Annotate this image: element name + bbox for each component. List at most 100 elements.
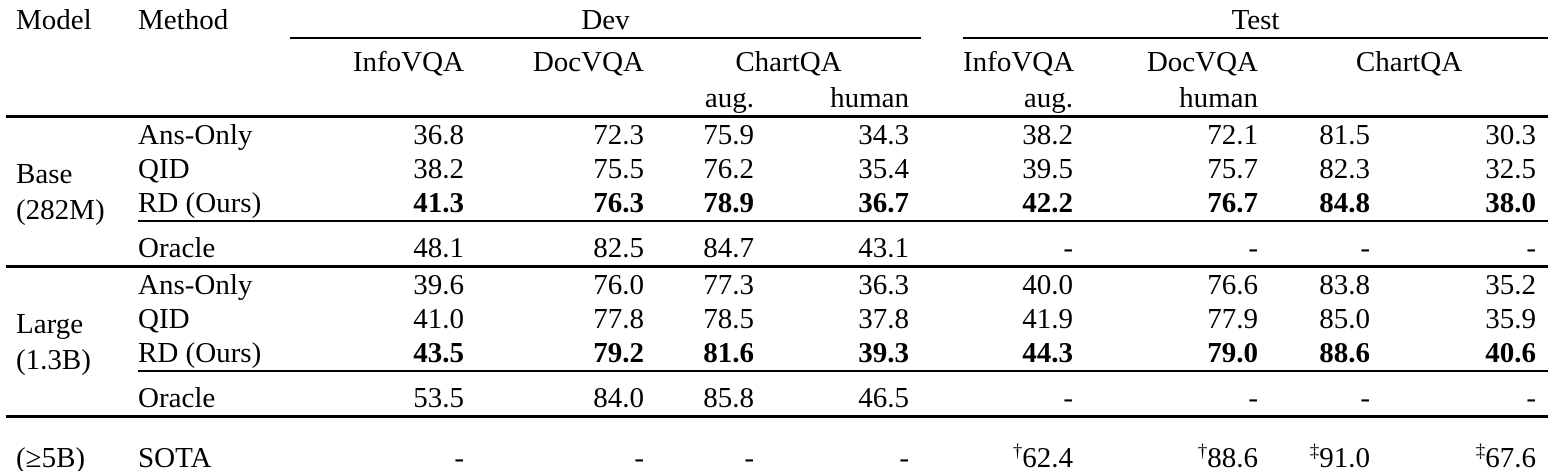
cell-dev-infovqa: 43.5 bbox=[413, 337, 464, 369]
cell-test-chartqa-human: 40.6 bbox=[1485, 337, 1537, 369]
cell-dev-chartqa-human: 37.8 bbox=[858, 303, 910, 335]
header-dev-chartqa: ChartQA bbox=[735, 46, 842, 78]
cell-dev-chartqa-human: 36.3 bbox=[766, 265, 922, 302]
dagger-mark: † bbox=[1197, 441, 1208, 462]
table-row-base-qid: QID 38.2 75.5 76.2 35.4 39.5 75.7 82.3 3… bbox=[6, 152, 1548, 186]
table-row-sota: (≥5B) SOTA - - - - †62.4 †88.6 ‡91.0 ‡67… bbox=[6, 415, 1549, 471]
cell-test-chartqa-human: 38.0 bbox=[1485, 187, 1537, 219]
header-row-datasets: InfoVQA DocVQA ChartQA InfoVQA DocVQA Ch… bbox=[6, 38, 1548, 79]
header-test-chartqa: ChartQA bbox=[1355, 46, 1463, 78]
cell-dev-infovqa: 41.0 bbox=[413, 303, 464, 335]
cell-dev-docvqa: 72.3 bbox=[593, 119, 644, 151]
header-dev-chartqa-human: human bbox=[766, 79, 922, 118]
table-row-large-rd-ours: RD (Ours) 43.5 79.2 81.6 39.3 44.3 79.0 … bbox=[6, 336, 1548, 371]
table-row-large-ansonly: Large (1.3B) Ans-Only 39.6 76.0 77.3 36.… bbox=[6, 265, 1549, 417]
cell-test-chartqa-human: 35.2 bbox=[1382, 265, 1549, 302]
table-row-large-qid: QID 41.0 77.8 78.5 37.8 41.9 77.9 85.0 3… bbox=[6, 302, 1548, 336]
header-test-infovqa: InfoVQA bbox=[963, 46, 1075, 78]
cell-test-docvqa: 76.7 bbox=[1207, 187, 1259, 219]
table-row-large-oracle: Oracle 53.5 84.0 85.8 46.5 - - - - bbox=[6, 370, 1549, 417]
cell-test-infovqa: 38.2 bbox=[1022, 119, 1074, 151]
header-row-groups: Model Method Dev Test bbox=[6, 0, 1549, 118]
cell-dev-chartqa-human: 36.7 bbox=[858, 187, 910, 219]
method-label: SOTA bbox=[138, 415, 290, 471]
table-row-base-rd-ours: RD (Ours) 41.3 76.3 78.9 36.7 42.2 76.7 … bbox=[6, 186, 1548, 221]
cell-test-chartqa-aug: - bbox=[1270, 370, 1383, 417]
cell-test-infovqa: 42.2 bbox=[1022, 187, 1074, 219]
header-dev-docvqa: DocVQA bbox=[532, 46, 644, 78]
method-label: Ans-Only bbox=[138, 119, 253, 151]
header-spacer bbox=[921, 0, 964, 118]
cell-test-chartqa-aug: 88.6 bbox=[1319, 337, 1371, 369]
cell-test-docvqa: - bbox=[1085, 370, 1271, 417]
cell-dev-infovqa: - bbox=[290, 415, 476, 471]
cell-test-docvqa: †88.6 bbox=[1085, 415, 1271, 471]
cell-test-chartqa-human: 35.9 bbox=[1485, 303, 1537, 335]
cell-dev-docvqa: 76.3 bbox=[593, 187, 644, 219]
cell-test-docvqa: - bbox=[1085, 220, 1271, 267]
cell-test-chartqa-aug: 85.0 bbox=[1319, 303, 1371, 335]
cell-test-docvqa: 77.9 bbox=[1207, 303, 1259, 335]
cell-dev-infovqa: 36.8 bbox=[413, 119, 464, 151]
model-label-large: Large (1.3B) bbox=[6, 265, 138, 417]
cell-test-chartqa-aug: 84.8 bbox=[1319, 187, 1371, 219]
model-label-5b: (≥5B) bbox=[6, 415, 138, 471]
header-dev-chartqa-aug: aug. bbox=[656, 79, 766, 118]
cell-test-chartqa-human: ‡67.6 bbox=[1382, 415, 1549, 471]
method-label: RD (Ours) bbox=[138, 187, 262, 219]
cell-test-infovqa: †62.4 bbox=[963, 415, 1086, 471]
header-dev-infovqa: InfoVQA bbox=[352, 46, 464, 78]
method-label: Oracle bbox=[138, 370, 290, 417]
method-label: Oracle bbox=[138, 220, 290, 267]
cell-test-chartqa-human: 32.5 bbox=[1485, 153, 1537, 185]
cell-dev-chartqa-human: 46.5 bbox=[766, 370, 922, 417]
cell-test-infovqa: 41.9 bbox=[1022, 303, 1074, 335]
cell-dev-chartqa-aug: 84.7 bbox=[656, 220, 766, 267]
header-group-test: Test bbox=[963, 0, 1549, 39]
method-label: RD (Ours) bbox=[138, 337, 262, 369]
method-label: QID bbox=[138, 153, 190, 185]
header-group-dev: Dev bbox=[290, 0, 922, 39]
cell-dev-infovqa: 41.3 bbox=[413, 187, 464, 219]
header-test-chartqa-human: human bbox=[1085, 79, 1271, 118]
cell-test-infovqa: 44.3 bbox=[1022, 337, 1074, 369]
cell-dev-docvqa: 76.0 bbox=[476, 265, 656, 302]
cell-dev-infovqa: 38.2 bbox=[413, 153, 464, 185]
method-label: QID bbox=[138, 303, 190, 335]
double-dagger-mark: ‡ bbox=[1475, 441, 1486, 462]
cell-dev-infovqa: 39.6 bbox=[290, 265, 476, 302]
table-row-base-oracle: Oracle 48.1 82.5 84.7 43.1 - - - - bbox=[6, 220, 1549, 267]
model-label-base: Base (282M) bbox=[16, 157, 105, 226]
cell-test-docvqa: 76.6 bbox=[1085, 265, 1271, 302]
cell-test-chartqa-human: 30.3 bbox=[1485, 119, 1537, 151]
cell-dev-docvqa: - bbox=[476, 415, 656, 471]
cell-dev-chartqa-aug: - bbox=[656, 415, 766, 471]
cell-test-docvqa: 79.0 bbox=[1207, 337, 1259, 369]
cell-test-chartqa-aug: 81.5 bbox=[1319, 119, 1371, 151]
cell-dev-docvqa: 82.5 bbox=[476, 220, 656, 267]
cell-dev-chartqa-aug: 78.5 bbox=[703, 303, 754, 335]
header-model: Model bbox=[6, 0, 138, 118]
cell-dev-docvqa: 77.8 bbox=[593, 303, 644, 335]
cell-test-docvqa: 72.1 bbox=[1207, 119, 1259, 151]
cell-dev-infovqa: 48.1 bbox=[290, 220, 476, 267]
header-row-chartqa-splits: aug. human aug. human bbox=[6, 79, 1549, 118]
cell-dev-docvqa: 79.2 bbox=[593, 337, 644, 369]
cell-dev-chartqa-aug: 78.9 bbox=[703, 187, 754, 219]
dagger-mark: † bbox=[1012, 441, 1023, 462]
double-dagger-mark: ‡ bbox=[1309, 441, 1320, 462]
cell-dev-docvqa: 84.0 bbox=[476, 370, 656, 417]
cell-test-chartqa-aug: 82.3 bbox=[1319, 153, 1371, 185]
header-method: Method bbox=[138, 0, 290, 118]
cell-test-chartqa-human: - bbox=[1382, 220, 1549, 267]
results-table: Model Method Dev Test InfoVQA DocVQA Cha… bbox=[6, 0, 1549, 471]
cell-test-infovqa: 40.0 bbox=[963, 265, 1086, 302]
cell-test-infovqa: - bbox=[963, 220, 1086, 267]
cell-dev-chartqa-aug: 81.6 bbox=[703, 337, 754, 369]
cell-dev-chartqa-human: 34.3 bbox=[858, 119, 910, 151]
cell-dev-chartqa-aug: 76.2 bbox=[703, 153, 754, 185]
cell-dev-infovqa: 53.5 bbox=[290, 370, 476, 417]
cell-dev-chartqa-human: 43.1 bbox=[766, 220, 922, 267]
table-header: Model Method Dev Test InfoVQA DocVQA Cha… bbox=[6, 0, 1549, 118]
cell-test-infovqa: 39.5 bbox=[1022, 153, 1074, 185]
